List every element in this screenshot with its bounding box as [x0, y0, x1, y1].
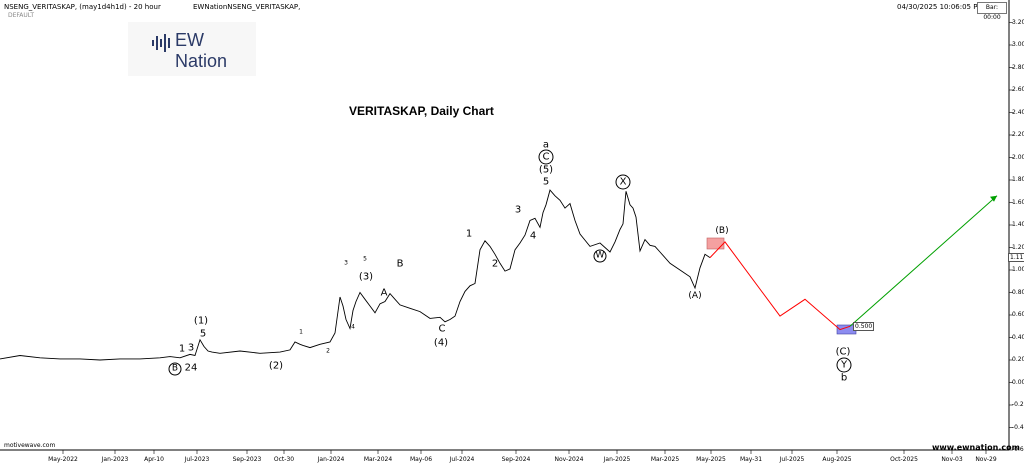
wave-label: 4	[529, 230, 537, 242]
x-tick-label: Nov-03	[941, 456, 963, 463]
wave-label: (B)	[715, 226, 729, 236]
wave-label: 1	[465, 228, 473, 240]
x-tick-label: Nov-29	[975, 456, 997, 463]
wave-label: 24	[184, 362, 198, 374]
x-tick-label: Jul-2023	[184, 456, 210, 463]
y-tick-label: 0.20	[1012, 356, 1024, 363]
x-tick-label: Apr-10	[144, 456, 164, 463]
wave-label: b	[840, 372, 848, 384]
y-tick-label: 1.00	[1012, 266, 1024, 273]
y-tick-label: 2.20	[1012, 131, 1024, 138]
y-tick-marks	[1009, 22, 1013, 451]
y-tick-label: 2.40	[1012, 108, 1024, 116]
y-tick-label: 2.00	[1012, 153, 1024, 161]
wave-label: A	[380, 287, 388, 299]
series-layer	[0, 189, 998, 361]
chart-company-label: EWNationNSENG_VERITASKAP,	[193, 3, 301, 11]
x-tick-label: Aug-2025	[822, 456, 852, 463]
wave-label: (C)	[835, 346, 851, 358]
wave-label: 1	[178, 343, 186, 355]
wave-label: W	[593, 249, 607, 263]
chart-axes	[0, 0, 1010, 451]
wave-label: 3	[187, 342, 195, 354]
chart-symbol-title: NSENG_VERITASKAP, (may1d4h1d) - 20 hour	[4, 3, 161, 11]
wave-label: (3)	[358, 271, 374, 283]
x-tick-label: Oct-30	[273, 456, 295, 463]
price-series-line	[0, 189, 711, 361]
y-tick-label: 2.80	[1012, 63, 1024, 71]
x-tick-label: Mar-2024	[363, 456, 393, 463]
x-tick-label: Mar-2025	[650, 456, 680, 463]
chart-datetime: 04/30/2025 10:06:05 PM	[897, 3, 984, 11]
y-tick-label: -0.60	[1012, 446, 1024, 453]
x-tick-label: Jan-2025	[603, 456, 631, 463]
x-tick-label: Nov-2024	[554, 456, 584, 463]
wave-label: 5	[199, 328, 207, 340]
wave-label: 5	[363, 255, 367, 263]
wave-b-target-box	[706, 237, 725, 250]
projection-down-line	[709, 241, 851, 331]
wave-label: C	[538, 149, 554, 165]
wave-label: 2	[326, 347, 330, 355]
y-tick-label: 3.20	[1012, 18, 1024, 26]
target-price-label: 0.500	[853, 322, 875, 331]
x-tick-label: Jan-2023	[101, 456, 129, 463]
x-tick-label: Oct-2025	[890, 456, 918, 463]
logo-text: EW Nation	[175, 30, 228, 71]
ew-nation-logo: EW Nation	[128, 22, 256, 76]
x-tick-label: Sep-2023	[232, 456, 262, 463]
x-tick-label: Jan-2024	[317, 456, 345, 463]
y-tick-label: 0.40	[1012, 333, 1024, 341]
x-tick-label: Sep-2024	[501, 456, 531, 463]
y-tick-label: 0.80	[1012, 288, 1024, 296]
wave-label: (5)	[538, 164, 554, 176]
wave-label: Y	[836, 357, 852, 373]
x-tick-label: Jul-2025	[779, 456, 805, 463]
wave-label: C	[438, 323, 446, 335]
wave-label: 4	[351, 323, 355, 331]
x-tick-label: Jul-2024	[449, 456, 475, 463]
wave-label: (A)	[688, 291, 702, 301]
chart-title: VERITASKAP, Daily Chart	[349, 104, 494, 118]
y-tick-label: 0.00	[1012, 378, 1024, 386]
wave-label: 2	[491, 258, 499, 270]
wave-label: (4)	[433, 337, 449, 349]
wave-label: 1	[299, 328, 303, 336]
y-tick-label: 1.60	[1012, 198, 1024, 206]
y-tick-label: 1.20	[1012, 243, 1024, 251]
y-tick-label: 0.60	[1012, 311, 1024, 318]
x-tick-label: May-2025	[696, 456, 726, 463]
wave-label: 3	[514, 204, 522, 216]
wave-label: B	[396, 258, 404, 270]
x-tick-marks	[62, 450, 987, 454]
y-tick-label: -0.40	[1012, 423, 1024, 431]
ewnation-url: www.ewnation.com	[932, 443, 1020, 452]
y-tick-label: 1.80	[1012, 176, 1024, 183]
last-price-label: 1.11	[1008, 253, 1024, 262]
x-tick-label: May-06	[409, 456, 433, 463]
default-label: DEFAULT	[8, 12, 34, 19]
wave-label: X	[615, 174, 631, 190]
wave-label: 5	[542, 176, 550, 188]
wave-label: 3	[344, 259, 348, 267]
y-tick-label: 2.60	[1012, 86, 1024, 93]
wave-label: (1)	[193, 315, 209, 327]
y-tick-label: -0.20	[1012, 401, 1024, 408]
x-tick-label: May-31	[739, 456, 763, 463]
projection-arrowhead	[990, 195, 997, 202]
y-tick-label: 3.00	[1012, 41, 1024, 48]
motivewave-credit: motivewave.com	[4, 442, 56, 449]
wave-label: B	[168, 362, 182, 376]
logo-bars-icon	[152, 34, 170, 52]
wave-label: (2)	[268, 360, 284, 372]
projection-up-line	[849, 195, 998, 327]
x-tick-label: May-2022	[48, 456, 78, 463]
bar-readout-box[interactable]: Bar: 00:00	[977, 2, 1007, 21]
wave-label: a	[542, 139, 550, 151]
y-tick-label: 1.40	[1012, 221, 1024, 228]
